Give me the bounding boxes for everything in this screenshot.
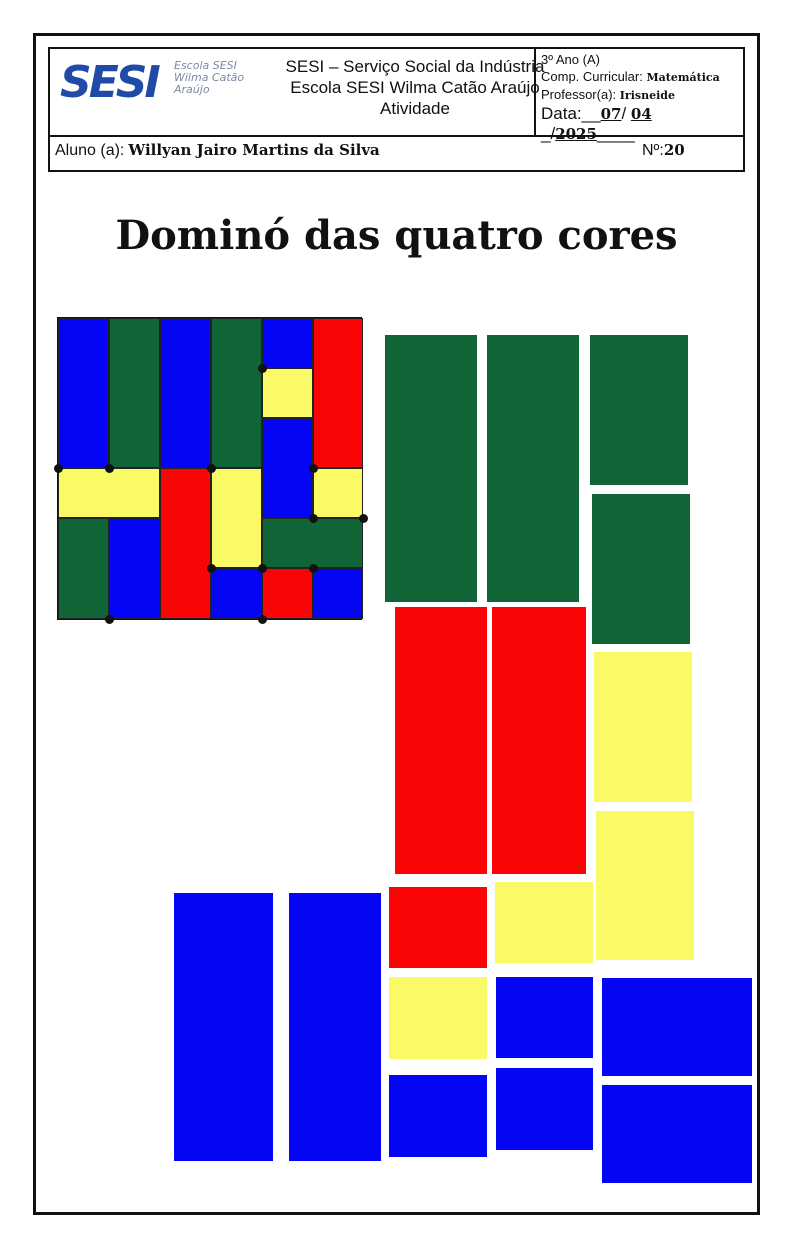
board-dot <box>54 464 63 473</box>
blue-piece[interactable] <box>289 893 381 1161</box>
board-dot <box>105 464 114 473</box>
board-piece <box>211 318 262 468</box>
comp-label: Comp. Curricular: <box>541 69 643 84</box>
board-dot <box>258 615 267 624</box>
blue-piece[interactable] <box>496 1068 593 1150</box>
prof-label: Professor(a): <box>541 87 617 102</box>
board-piece <box>160 318 211 468</box>
board-dot <box>207 464 216 473</box>
class-info: 3º Ano (A) Comp. Curricular: Matemática … <box>534 49 745 143</box>
institution-info: SESI – Serviço Social da Indústria Escol… <box>260 49 570 135</box>
domino-board <box>54 317 368 624</box>
student-field: Aluno (a): Willyan Jairo Martins da Silva <box>55 141 380 160</box>
date-field: Data:__07/ 04 _/2025____ <box>541 104 652 143</box>
board-piece <box>313 468 363 518</box>
sesi-logo: SESI Escola SESI Wilma Catão Araújo <box>50 49 260 135</box>
grade: 3º Ano (A) <box>541 52 600 67</box>
board-dot <box>359 514 368 523</box>
board-piece <box>313 318 363 468</box>
institution-line-1: SESI – Serviço Social da Indústria <box>285 57 545 76</box>
board-piece <box>160 468 211 619</box>
green-piece[interactable] <box>385 335 477 602</box>
student-name: Willyan Jairo Martins da Silva <box>128 141 380 159</box>
board-dot <box>207 564 216 573</box>
board-piece <box>58 318 109 468</box>
yellow-piece[interactable] <box>596 811 694 960</box>
board-dot <box>105 615 114 624</box>
board-piece <box>58 518 109 619</box>
board-piece <box>109 518 160 619</box>
red-piece[interactable] <box>395 607 487 874</box>
student-label: Aluno (a): <box>55 142 125 159</box>
activity-label: Atividade <box>380 99 450 118</box>
date-year: 2025 <box>555 125 597 143</box>
board-piece <box>211 468 262 568</box>
board-dot <box>258 364 267 373</box>
blue-piece[interactable] <box>389 1075 487 1157</box>
yellow-piece[interactable] <box>594 652 692 802</box>
date-label: Data: <box>541 104 582 123</box>
board-dot <box>309 464 318 473</box>
yellow-piece[interactable] <box>495 882 593 963</box>
blue-piece[interactable] <box>496 977 593 1058</box>
number-field: Nº:20 <box>642 141 685 160</box>
teacher: Professor(a): Irisneide <box>541 86 745 104</box>
green-piece[interactable] <box>487 335 579 602</box>
board-piece <box>262 518 363 568</box>
number-label: Nº: <box>642 142 664 159</box>
blue-piece[interactable] <box>602 978 752 1076</box>
board-dot <box>309 514 318 523</box>
blue-piece[interactable] <box>174 893 273 1161</box>
comp-value: Matemática <box>646 71 720 84</box>
date-day: 07 <box>600 105 622 123</box>
board-dot <box>309 564 318 573</box>
prof-value: Irisneide <box>619 89 675 102</box>
number-value: 20 <box>663 141 685 159</box>
institution-line-2: Escola SESI Wilma Catão Araújo <box>290 78 540 97</box>
date-month: 04 <box>630 105 652 123</box>
green-piece[interactable] <box>592 494 690 644</box>
green-piece[interactable] <box>590 335 688 485</box>
logo-subtitle: Escola SESI Wilma Catão Araújo <box>174 59 245 96</box>
page-frame <box>33 33 760 1215</box>
page-title: Dominó das quatro cores <box>115 212 678 259</box>
board-piece <box>109 318 160 468</box>
board-piece <box>262 368 313 418</box>
board-piece <box>262 418 313 518</box>
board-piece <box>58 468 160 518</box>
board-dot <box>258 564 267 573</box>
yellow-piece[interactable] <box>389 977 487 1059</box>
logo-text: SESI <box>60 57 161 108</box>
board-piece <box>313 568 363 619</box>
blue-piece[interactable] <box>602 1085 752 1183</box>
curricular-component: Comp. Curricular: Matemática <box>541 68 745 86</box>
board-piece <box>262 568 313 619</box>
header-divider <box>50 135 743 137</box>
board-piece <box>211 568 262 619</box>
board-piece <box>262 318 313 368</box>
header-table: SESI Escola SESI Wilma Catão Araújo SESI… <box>48 47 745 172</box>
red-piece[interactable] <box>389 887 487 968</box>
red-piece[interactable] <box>492 607 586 874</box>
